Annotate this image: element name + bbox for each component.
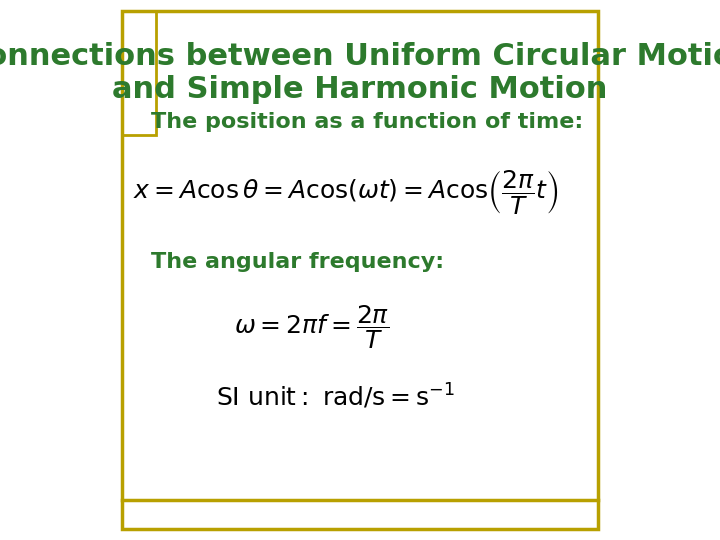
Text: Connections between Uniform Circular Motion: Connections between Uniform Circular Mot… bbox=[0, 42, 720, 71]
Text: $x = A\cos\theta = A\cos(\omega t) = A\cos\!\left(\dfrac{2\pi}{T}t\right)$: $x = A\cos\theta = A\cos(\omega t) = A\c… bbox=[132, 168, 558, 215]
Text: The position as a function of time:: The position as a function of time: bbox=[150, 111, 583, 132]
Text: $\mathrm{SI\ unit:\ rad/s} = \mathrm{s}^{-1}$: $\mathrm{SI\ unit:\ rad/s} = \mathrm{s}^… bbox=[216, 382, 455, 411]
Text: and Simple Harmonic Motion: and Simple Harmonic Motion bbox=[112, 75, 608, 104]
Text: The angular frequency:: The angular frequency: bbox=[150, 252, 444, 272]
Text: $\omega = 2\pi f = \dfrac{2\pi}{T}$: $\omega = 2\pi f = \dfrac{2\pi}{T}$ bbox=[234, 303, 389, 350]
